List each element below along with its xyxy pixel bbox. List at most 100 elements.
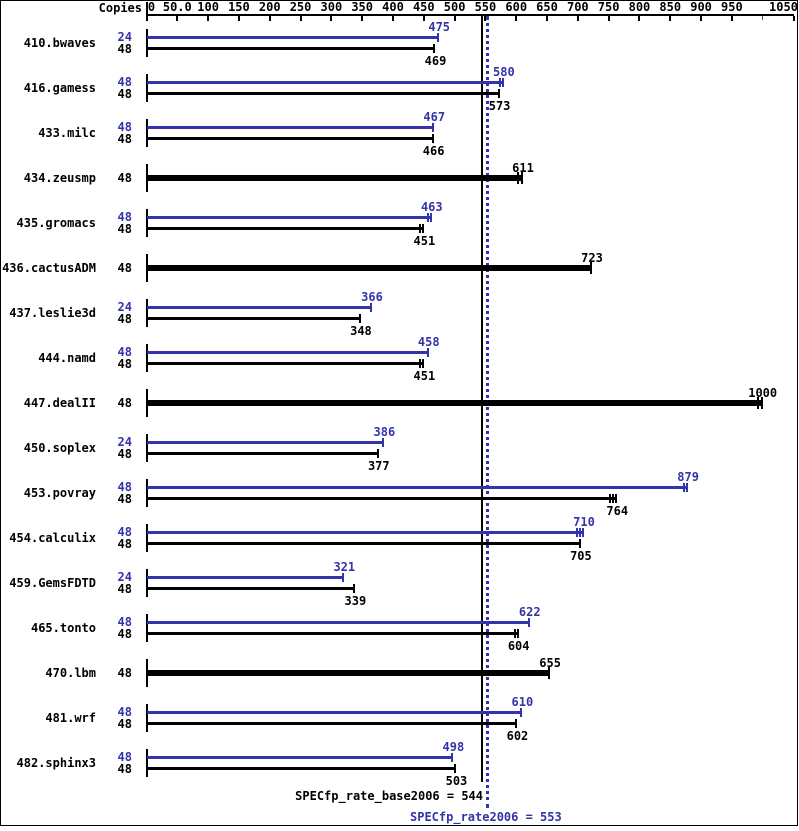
benchmark-label: 436.cactusADM bbox=[2, 261, 96, 275]
axis-tick-label: 400 bbox=[382, 0, 404, 14]
benchmark-label: 410.bwaves bbox=[23, 36, 96, 50]
group-baseline bbox=[146, 29, 148, 57]
copies-value-base: 48 bbox=[117, 42, 132, 56]
copies-value-peak: 48 bbox=[117, 615, 132, 629]
bar-end-tick bbox=[760, 397, 763, 409]
bar-end-tick bbox=[548, 667, 551, 679]
peak-bar bbox=[147, 126, 435, 129]
benchmark-label: 444.namd bbox=[38, 351, 96, 365]
peak-value-label: 366 bbox=[361, 290, 383, 304]
copies-value-base: 48 bbox=[117, 312, 132, 326]
base-bar bbox=[147, 722, 518, 725]
copies-value-peak: 48 bbox=[117, 345, 132, 359]
peak-bar bbox=[147, 756, 454, 759]
reference-line-peak bbox=[485, 16, 489, 808]
copies-value-base: 48 bbox=[117, 537, 132, 551]
axis-tick bbox=[176, 16, 179, 21]
group-baseline bbox=[146, 434, 148, 462]
base-value-label: 705 bbox=[570, 549, 592, 563]
benchmark-label: 433.milc bbox=[38, 126, 96, 140]
axis-tick bbox=[268, 16, 271, 21]
benchmark-label: 435.gromacs bbox=[16, 216, 96, 230]
copies-value-base: 48 bbox=[117, 717, 132, 731]
bar-end-tick bbox=[426, 348, 429, 357]
axis-tick bbox=[515, 16, 518, 21]
group-baseline bbox=[146, 479, 148, 507]
copies-value-base: 48 bbox=[117, 396, 132, 410]
bar-end-tick bbox=[422, 224, 425, 233]
base-value-label: 339 bbox=[344, 594, 367, 608]
bar-end-tick bbox=[515, 719, 518, 728]
bar-end-tick bbox=[429, 213, 432, 222]
copies-value-base: 48 bbox=[117, 357, 132, 371]
axis-minor-tick bbox=[762, 16, 764, 20]
bar-end-tick bbox=[451, 753, 454, 762]
peak-bar bbox=[147, 576, 345, 579]
bar-end-tick bbox=[513, 629, 516, 638]
bar-end-tick bbox=[358, 314, 361, 323]
axis-tick bbox=[730, 16, 733, 21]
peak-bar bbox=[147, 81, 504, 84]
axis-tick-label: 1050 bbox=[769, 0, 798, 14]
group-baseline bbox=[146, 569, 148, 597]
bar-end-tick bbox=[426, 213, 429, 222]
copies-value-base: 48 bbox=[117, 261, 132, 275]
base-value-label: 469 bbox=[424, 54, 447, 68]
copies-value-base: 48 bbox=[117, 132, 132, 146]
axis-tick-label: 750 bbox=[597, 0, 620, 14]
peak-result-label: SPECfp_rate2006 = 553 bbox=[410, 810, 562, 824]
peak-bar bbox=[147, 621, 530, 624]
axis-tick-label: 500 bbox=[443, 0, 466, 14]
bar-end-tick bbox=[432, 123, 435, 132]
base-value-label: 451 bbox=[413, 369, 436, 383]
peak-bar bbox=[147, 711, 523, 714]
group-baseline bbox=[146, 749, 148, 777]
peak-value-label: 467 bbox=[423, 110, 446, 124]
copies-value-base: 48 bbox=[117, 582, 132, 596]
bar-end-tick bbox=[578, 539, 581, 548]
copies-value-peak: 48 bbox=[117, 750, 132, 764]
group-baseline bbox=[146, 119, 148, 147]
x-axis-line bbox=[146, 14, 794, 16]
bar-end-tick bbox=[579, 528, 581, 537]
bar-end-tick bbox=[433, 44, 436, 53]
bar-end-tick bbox=[419, 224, 422, 233]
bar-end-tick bbox=[431, 134, 434, 143]
bar-end-tick bbox=[686, 483, 689, 492]
peak-value-label: 321 bbox=[333, 560, 356, 574]
bar-end-tick bbox=[370, 303, 373, 312]
axis-tick-label: 150 bbox=[228, 0, 250, 14]
base-bar bbox=[147, 542, 581, 545]
bar-end-tick bbox=[756, 397, 759, 409]
bar-end-tick bbox=[497, 89, 500, 98]
benchmark-label: 465.tonto bbox=[30, 621, 96, 635]
peak-bar bbox=[147, 531, 584, 534]
base-value-label: 655 bbox=[539, 656, 561, 670]
base-value-label: 723 bbox=[581, 251, 603, 265]
peak-value-label: 710 bbox=[573, 515, 595, 529]
peak-value-label: 622 bbox=[518, 605, 541, 619]
axis-tick-label: 450 bbox=[412, 0, 435, 14]
benchmark-label: 482.sphinx3 bbox=[16, 756, 96, 770]
peak-value-label: 580 bbox=[493, 65, 515, 79]
bar-end-tick bbox=[612, 494, 615, 503]
copies-value-peak: 24 bbox=[117, 570, 132, 584]
copies-value-base: 48 bbox=[117, 627, 132, 641]
bar-end-tick bbox=[527, 618, 530, 627]
base-value-label: 466 bbox=[422, 144, 445, 158]
bar-end-tick bbox=[342, 573, 345, 582]
bar-end-tick bbox=[520, 708, 523, 717]
copies-value-peak: 24 bbox=[117, 300, 132, 314]
base-value-label: 451 bbox=[413, 234, 436, 248]
axis-tick-label: 350 bbox=[351, 0, 373, 14]
benchmark-label: 447.dealII bbox=[23, 396, 96, 410]
copies-value-peak: 24 bbox=[117, 30, 132, 44]
base-bar bbox=[147, 767, 457, 770]
benchmark-label: 454.calculix bbox=[9, 531, 96, 545]
peak-bar bbox=[147, 306, 373, 309]
base-value-label: 573 bbox=[488, 99, 511, 113]
base-bar bbox=[147, 400, 763, 406]
group-baseline bbox=[146, 524, 148, 552]
peak-bar bbox=[147, 36, 440, 39]
peak-value-label: 458 bbox=[417, 335, 440, 349]
